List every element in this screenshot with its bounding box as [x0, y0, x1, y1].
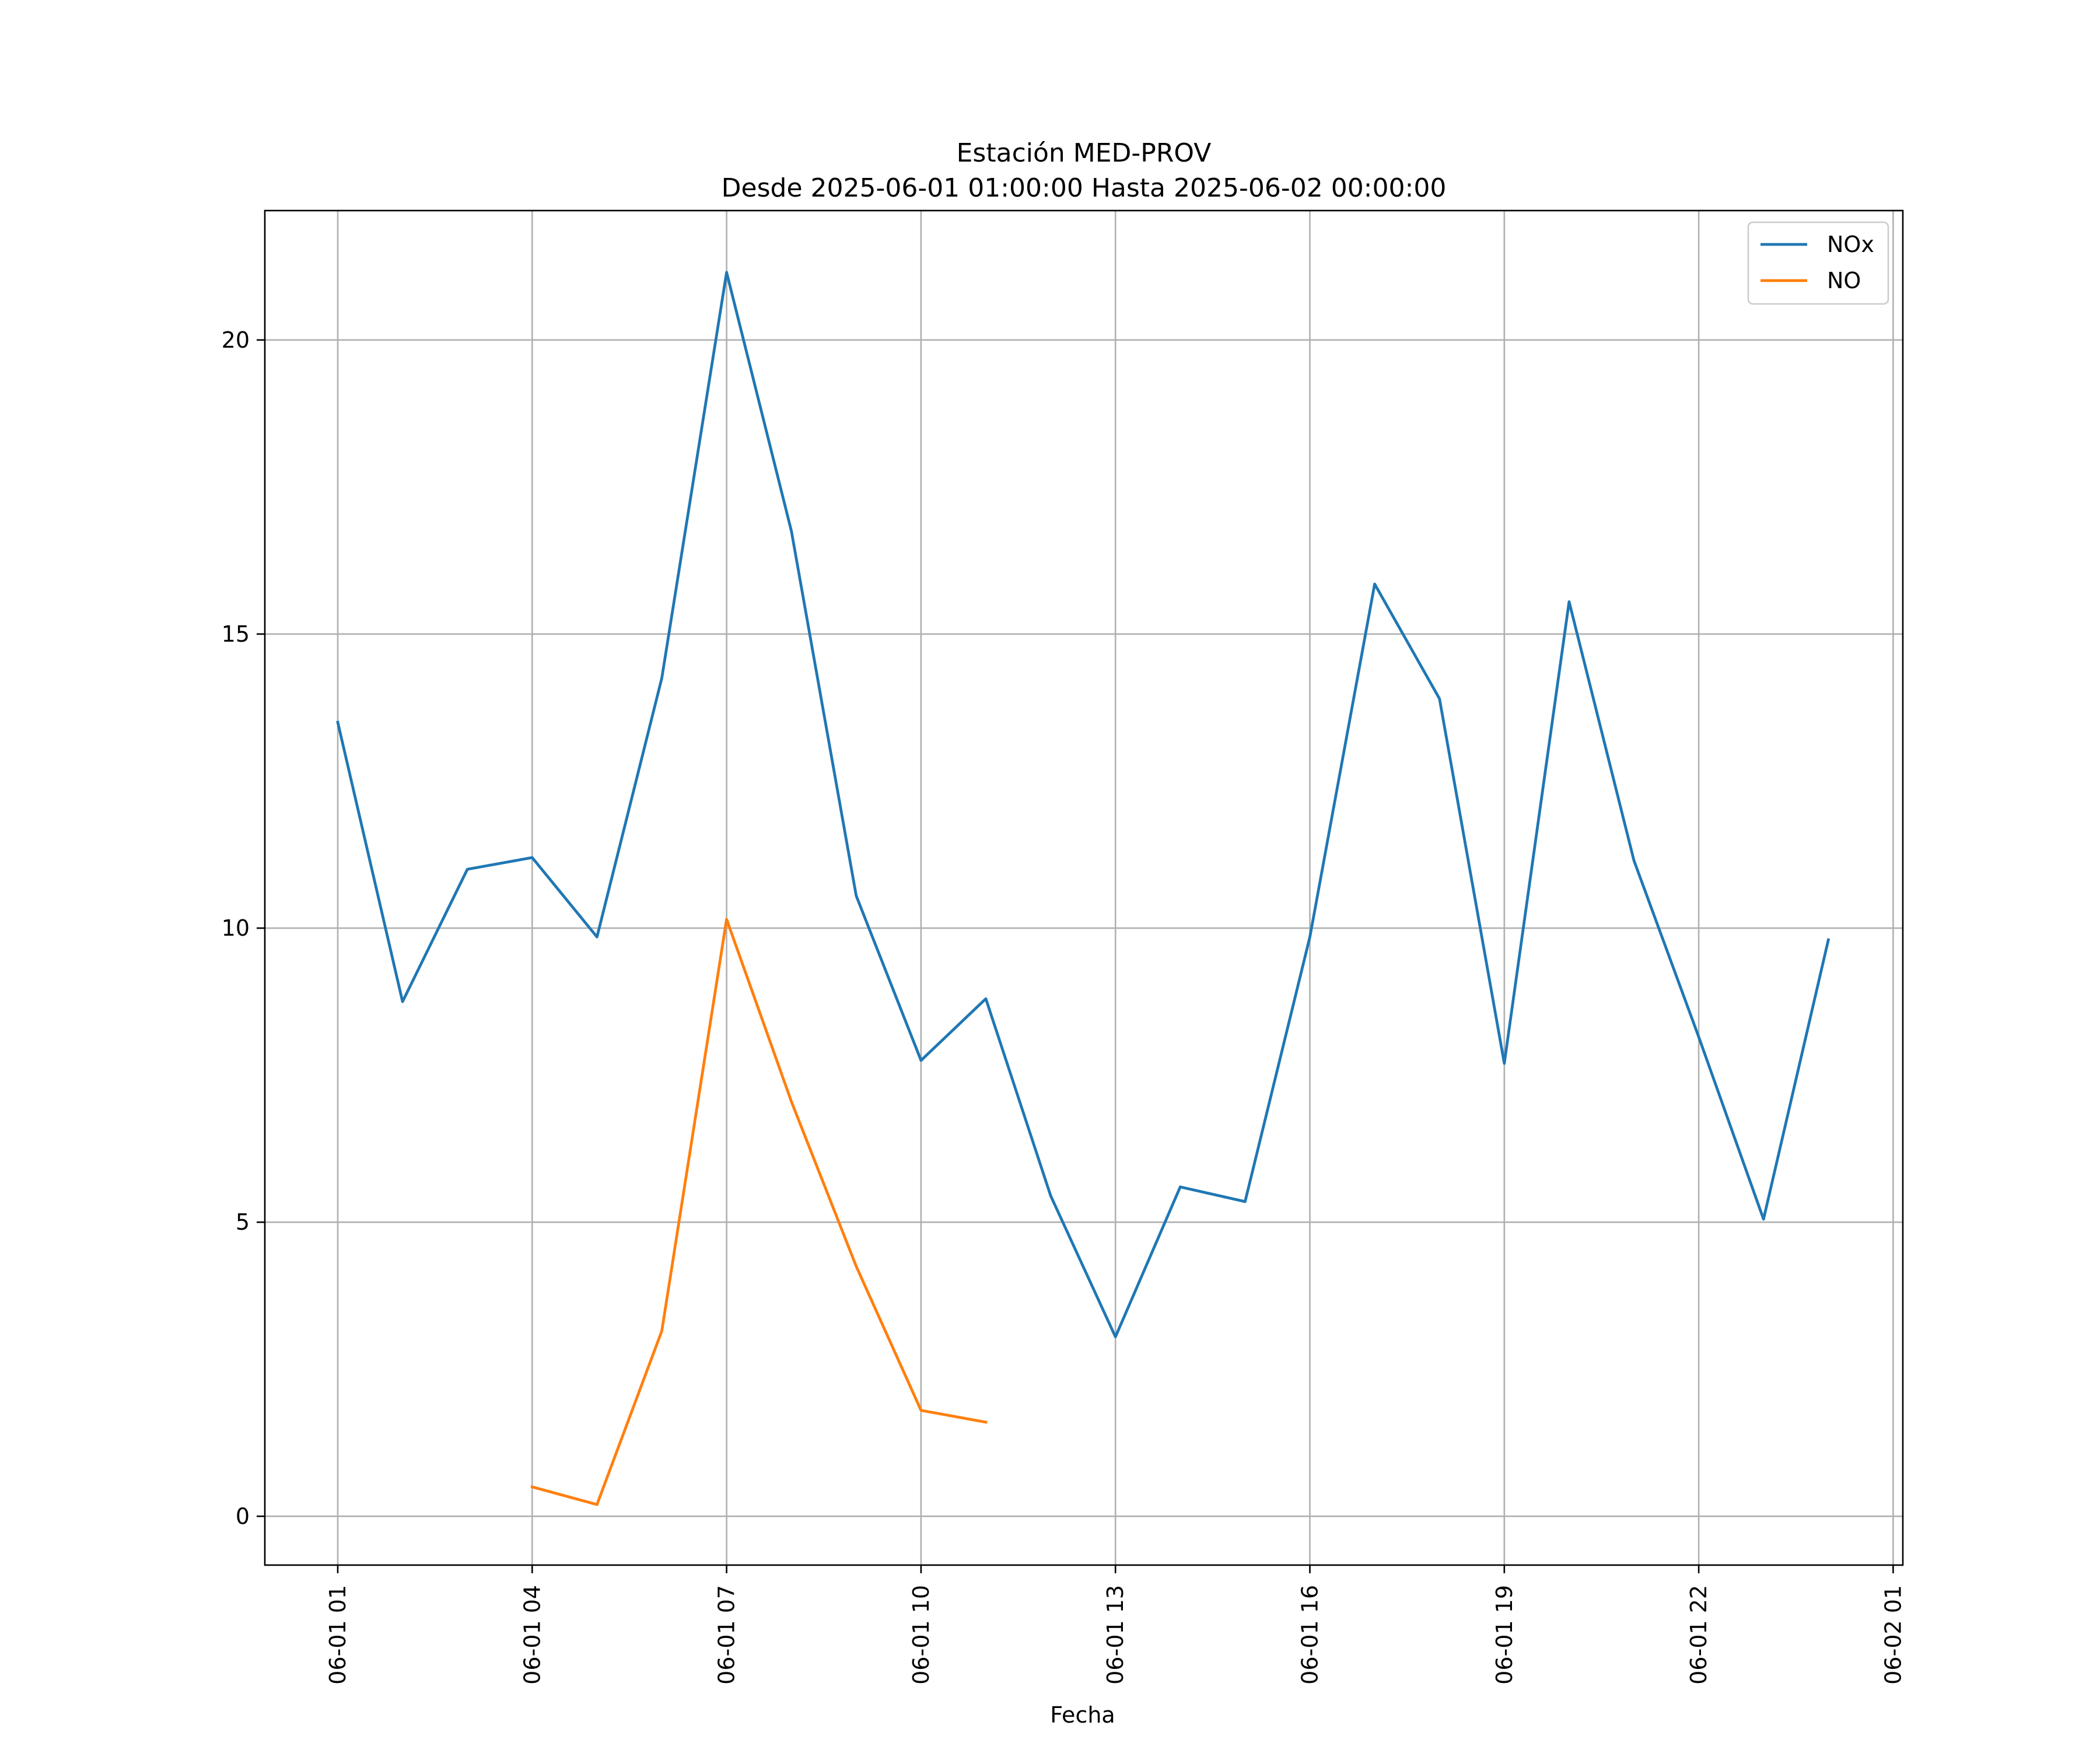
plot-frame: [264, 209, 1904, 1566]
x-tick-label: 06-01 22: [1686, 1585, 1712, 1685]
x-tick-label: 06-01 04: [519, 1585, 545, 1685]
legend-label-nox: NOx: [1827, 232, 1874, 257]
y-tick-label: 0: [236, 1503, 250, 1529]
x-tick-label: 06-01 13: [1102, 1585, 1128, 1685]
x-tick-label: 06-01 16: [1297, 1585, 1323, 1685]
legend-label-no: NO: [1827, 268, 1861, 293]
chart-title: Estación MED-PROV: [957, 138, 1212, 168]
axis-ticks: 06-01 01 06-01 04 06-01 07 06-01 10 06-01 13…: [222, 327, 1906, 1685]
x-axis-label: Fecha: [1050, 1702, 1115, 1728]
series-line-no: [530, 918, 988, 1506]
y-tick-label: 10: [222, 915, 250, 941]
chart-subtitle: Desde 2025-06-01 01:00:00 Hasta 2025-06-…: [722, 173, 1447, 203]
grid: [265, 211, 1903, 1565]
x-tick-label: 06-02 01: [1880, 1585, 1906, 1685]
y-tick-label: 20: [222, 327, 250, 353]
x-tick-label: 06-01 07: [714, 1585, 740, 1685]
x-tick-label: 06-01 01: [325, 1585, 351, 1685]
x-tick-label: 06-01 19: [1492, 1585, 1517, 1685]
y-tick-label: 5: [236, 1209, 250, 1235]
series-lines: [336, 271, 1831, 1506]
series-line-nox: [336, 271, 1831, 1339]
y-tick-label: 15: [222, 621, 250, 647]
x-tick-label: 06-01 10: [908, 1585, 934, 1685]
legend: NOx NO: [1747, 221, 1889, 305]
legend-box: [1747, 221, 1889, 305]
